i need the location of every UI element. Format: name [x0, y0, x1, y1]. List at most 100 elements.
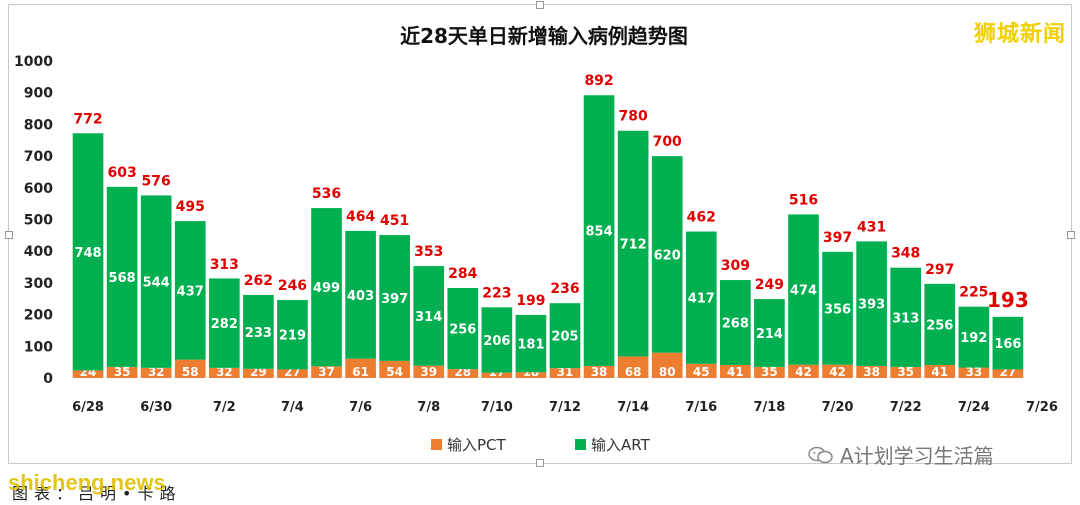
bar-art-label: 712 [620, 238, 647, 253]
brand-watermark: 狮城新闻 [973, 22, 1066, 47]
x-tick-label: 7/12 [549, 400, 581, 415]
y-tick-label: 200 [24, 308, 53, 324]
bar-total-label: 536 [312, 186, 341, 202]
bar-pct [890, 366, 922, 378]
source-caption: 图表：吕明•卡路 [12, 484, 182, 503]
x-tick-label: 7/6 [349, 400, 372, 415]
bar-total-label: 353 [414, 244, 443, 260]
bar-art [208, 278, 240, 368]
wechat-tag: A计划学习生活篇 [808, 440, 994, 469]
bar-pct [583, 365, 615, 378]
bar-art-label: 417 [688, 292, 715, 307]
bar-art-label: 748 [74, 246, 101, 261]
bar-pct [651, 352, 683, 378]
bar-total-label: 516 [789, 192, 818, 208]
bar-art [651, 156, 683, 353]
bar-pct [822, 364, 853, 378]
bar-pct-label: 41 [727, 365, 744, 379]
resize-handle-bottom[interactable] [536, 459, 544, 467]
bar-pct-label: 54 [386, 365, 403, 379]
y-tick-label: 600 [24, 181, 53, 197]
y-tick-label: 500 [24, 213, 53, 229]
x-tick-label: 7/18 [753, 400, 785, 415]
bar-art [890, 267, 922, 367]
bar-total-label: 262 [244, 273, 273, 289]
y-tick-label: 900 [24, 86, 53, 102]
resize-handle-top[interactable] [536, 1, 544, 9]
legend-label: 输入PCT [447, 436, 507, 454]
bar-total-label: 297 [925, 262, 954, 278]
chart-frame: 近28天单日新增输入病例趋势图 0 100 200 300 400 500 600 700 80… [5, 1, 1075, 467]
bar-art-label: 356 [824, 302, 851, 317]
y-tick-label: 400 [24, 244, 53, 260]
bar-art-label: 314 [415, 310, 442, 325]
bar-pct-label: 32 [148, 365, 165, 379]
x-tick-label: 7/10 [481, 400, 513, 415]
bar-art [788, 214, 819, 365]
bar-pct-label: 39 [420, 365, 437, 379]
bar-pct [106, 366, 138, 378]
bar-total-label: 249 [755, 277, 784, 293]
x-tick-label: 7/16 [685, 400, 717, 415]
bar-total-label: 892 [584, 73, 613, 89]
bar-art-label: 205 [551, 330, 578, 345]
bar-pct [617, 356, 649, 378]
bar-pct [549, 368, 581, 378]
bar-pct [958, 367, 990, 378]
bar-total-label: 451 [380, 213, 409, 229]
bar-art [379, 235, 410, 361]
bar-art-label: 568 [109, 271, 136, 286]
bar-total-label: 284 [448, 266, 477, 282]
x-tick-label: 7/4 [281, 400, 304, 415]
legend-swatch [575, 439, 586, 450]
bar-art [685, 231, 717, 364]
x-tick-label: 6/28 [72, 400, 104, 415]
bar-art-label: 256 [449, 323, 476, 338]
bar-art-label: 192 [960, 331, 987, 346]
bar-total-label: 223 [482, 285, 511, 301]
bar-pct [481, 372, 513, 378]
bar-art [72, 133, 104, 371]
bar-total-label: 700 [653, 134, 682, 150]
bar-pct-label: 42 [829, 365, 846, 379]
bar-art-label: 397 [381, 292, 408, 307]
bar-total-label: 309 [721, 258, 750, 274]
resize-handle-right[interactable] [1067, 231, 1075, 239]
bar-total-label: 576 [142, 173, 171, 189]
bar-art [720, 280, 751, 366]
bar-pct-label: 38 [591, 365, 608, 379]
bar-total-label: 603 [107, 165, 136, 181]
bar-total-label: 772 [73, 111, 102, 127]
bar-total-label: 348 [891, 246, 920, 262]
bar-art-label: 214 [756, 327, 783, 342]
bar-art [277, 300, 308, 370]
bar-art [174, 221, 206, 360]
bar-art [549, 303, 581, 369]
bar-pct-label: 35 [761, 365, 778, 379]
bar-art-label: 620 [654, 248, 681, 263]
bar-total-label: 313 [210, 257, 239, 273]
bar-art-label: 219 [279, 329, 306, 344]
bar-art-label: 206 [483, 334, 510, 349]
bar-art [447, 287, 479, 370]
bar-art [515, 314, 547, 373]
bar-total-label: 193 [987, 288, 1029, 312]
x-tick-label: 7/2 [213, 400, 236, 415]
bar-total-label: 246 [278, 278, 307, 294]
bar-total-label: 464 [346, 209, 375, 225]
bar-pct-label: 42 [795, 365, 812, 379]
legend-label: 输入ART [591, 436, 651, 454]
chart-svg: 近28天单日新增输入病例趋势图 0 100 200 300 400 500 600 700 80… [14, 24, 1058, 454]
bar-art [243, 294, 274, 369]
bar-pct [277, 369, 308, 378]
bar-art [106, 186, 138, 367]
bar-art-label: 854 [585, 225, 612, 240]
y-tick-label: 100 [24, 339, 53, 355]
resize-handle-left[interactable] [5, 231, 13, 239]
bar-art-label: 544 [143, 276, 170, 291]
bar-pct-label: 41 [931, 365, 948, 379]
x-tick-label: 7/24 [958, 400, 990, 415]
bar-pct [754, 366, 785, 378]
bar-art [924, 283, 956, 366]
x-axis: 6/28 6/30 7/2 7/4 7/6 7/8 7/10 7/12 7/14 7/16 7/18… [72, 400, 1058, 415]
